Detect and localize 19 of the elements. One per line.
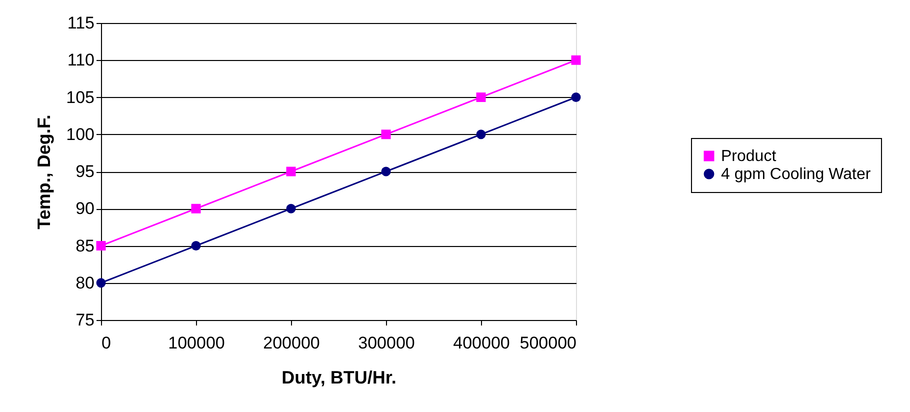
x-tick-label: 200000 [263, 334, 320, 352]
y-axis-title: Temp., Deg.F. [34, 114, 54, 230]
y-tick-label: 75 [76, 310, 94, 330]
y-tick-label: 90 [76, 199, 94, 218]
x-tick-label: 400000 [453, 334, 510, 352]
x-axis-title: Duty, BTU/Hr. [282, 368, 396, 388]
x-tick-label: 300000 [358, 334, 415, 352]
legend-label: 4 gpm Cooling Water [721, 166, 872, 183]
x-tick-label: 100000 [168, 334, 225, 352]
y-tick-label: 80 [76, 273, 94, 292]
legend-label: Product [721, 148, 777, 165]
y-tick-label: 85 [76, 236, 94, 256]
y-tick-label: 105 [66, 88, 94, 107]
y-tick-label: 100 [66, 124, 94, 144]
x-tick-label: 0 [102, 334, 111, 352]
y-tick-label: 95 [76, 162, 94, 181]
x-tick-label: 500000 [520, 334, 576, 352]
y-tick-label: 115 [67, 14, 94, 32]
y-tick-label: 110 [67, 50, 94, 70]
